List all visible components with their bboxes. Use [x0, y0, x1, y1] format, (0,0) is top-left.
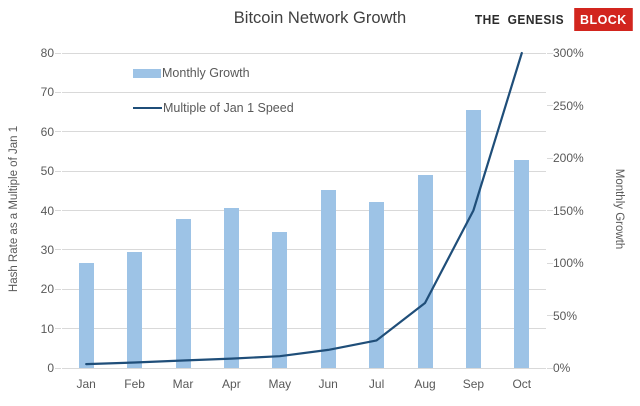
left-tick-mark: [55, 288, 61, 290]
bar-feb: [127, 251, 143, 368]
right-axis-tick-label: 150%: [553, 203, 584, 218]
right-axis-ticks: 0% 50% 100% 150% 200% 250% 300%: [553, 46, 603, 375]
bar-jul: [369, 202, 385, 368]
left-axis-tick-label: 10: [40, 321, 54, 336]
x-label-jun: Jun: [318, 377, 338, 391]
left-axis-tick-label: 30: [40, 242, 54, 257]
left-tick-mark: [55, 170, 61, 172]
x-label-jul: Jul: [368, 377, 385, 391]
x-label-mar: Mar: [172, 377, 194, 391]
left-axis-tick-label: 50: [40, 164, 54, 179]
legend-label-multiple-of-jan-1-speed: Multiple of Jan 1 Speed: [163, 101, 294, 115]
right-tick-mark: [547, 52, 553, 54]
bar-series-swatch: [133, 68, 161, 78]
left-tick-mark: [55, 52, 61, 54]
chart-title: Bitcoin Network Growth: [233, 9, 407, 27]
genesis-block-logo: THE GENESIS BLOCK: [471, 8, 634, 31]
right-axis-tick-label: 50%: [553, 308, 578, 323]
logo-text-the-genesis: THE GENESIS: [475, 12, 565, 27]
left-tick-mark: [55, 91, 61, 93]
right-tick-mark: [547, 105, 553, 106]
right-tick-mark: [547, 262, 553, 264]
x-label-jan: Jan: [76, 377, 96, 391]
bar-apr: [223, 208, 239, 368]
x-label-feb: Feb: [124, 377, 145, 391]
bar-jun: [320, 189, 336, 368]
right-axis-tick-label: 250%: [553, 98, 584, 113]
right-tick-mark: [547, 210, 553, 211]
right-axis-tick-label: 200%: [553, 151, 584, 165]
legend-item-multiple-of-jan-1-speed: Multiple of Jan 1 Speed: [133, 101, 294, 115]
right-tick-mark: [547, 315, 553, 316]
left-tick-mark: [55, 249, 61, 251]
right-axis-title: Monthly Growth: [613, 168, 625, 250]
bar-aug: [417, 174, 433, 368]
right-axis-tick-label: 0%: [553, 361, 571, 375]
legend: Monthly Growth Multiple of Jan 1 Speed: [133, 66, 294, 136]
bar-jan: [78, 263, 94, 368]
right-tick-mark: [547, 157, 553, 159]
gridline: [62, 52, 546, 54]
right-axis-tick-label: 100%: [553, 256, 584, 270]
left-axis-tick-label: 60: [40, 124, 54, 139]
bar-sep: [465, 109, 481, 368]
x-label-apr: Apr: [222, 377, 241, 391]
plot-area: [55, 51, 553, 369]
left-axis-tick-label: 40: [40, 203, 54, 218]
x-label-may: May: [268, 377, 292, 391]
x-label-aug: Aug: [414, 377, 436, 391]
left-tick-mark: [55, 131, 61, 133]
bar-mar: [175, 218, 191, 368]
bar-oct: [514, 160, 530, 368]
left-axis-ticks: 0 10 20 30 40 50 60 70 80: [0, 46, 54, 375]
legend-item-monthly-growth: Monthly Growth: [133, 66, 294, 80]
legend-label-monthly-growth: Monthly Growth: [162, 66, 250, 80]
left-axis-tick-label: 20: [40, 282, 54, 297]
right-tick-mark: [547, 367, 553, 369]
bar-may: [272, 231, 288, 368]
gridline: [62, 367, 546, 369]
logo-text-block: BLOCK: [574, 8, 633, 31]
left-axis-tick-label: 70: [40, 85, 54, 100]
x-axis-labels: Jan Feb Mar Apr May Jun Jul Aug Sep Oct: [62, 377, 546, 393]
left-axis-tick-label: 0: [47, 361, 54, 375]
x-label-sep: Sep: [462, 377, 485, 391]
left-tick-mark: [55, 367, 61, 369]
line-series-swatch: [133, 107, 162, 109]
left-tick-mark: [55, 328, 61, 330]
left-tick-mark: [55, 210, 61, 211]
left-axis-tick-label: 80: [40, 46, 54, 60]
right-axis-tick-label: 300%: [553, 46, 584, 60]
x-label-oct: Oct: [512, 377, 532, 391]
